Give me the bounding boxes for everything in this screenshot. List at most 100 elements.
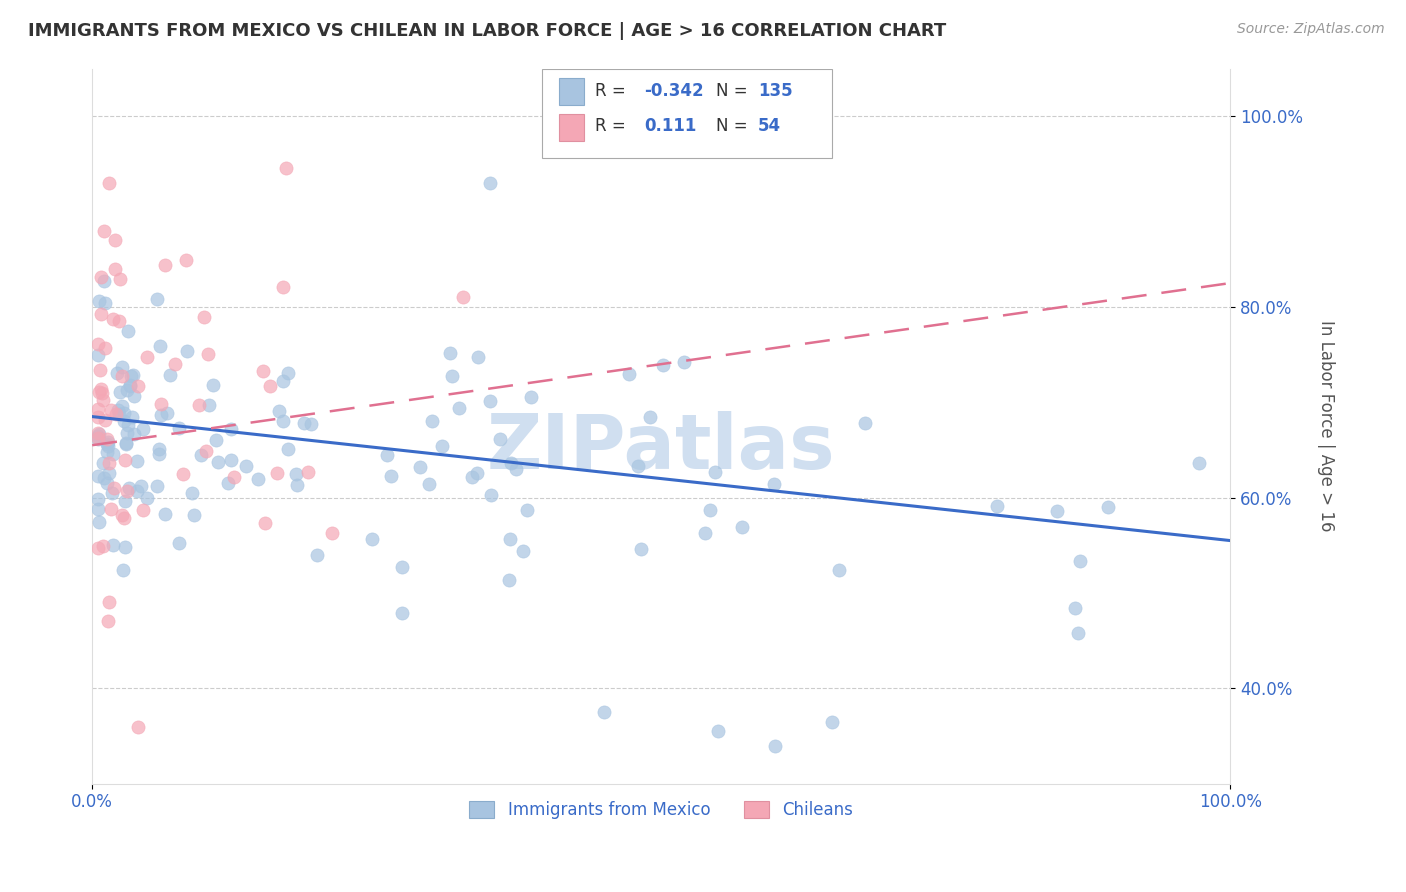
Point <box>986 499 1008 513</box>
Point <box>114 453 136 467</box>
Point <box>380 469 402 483</box>
Point <box>479 488 502 502</box>
Text: 54: 54 <box>758 118 780 136</box>
Point <box>731 519 754 533</box>
Point <box>297 465 319 479</box>
Text: N =: N = <box>716 82 752 100</box>
Point <box>87 541 110 555</box>
Point <box>651 359 673 373</box>
Text: -0.342: -0.342 <box>644 82 704 100</box>
Point <box>100 486 122 500</box>
Point <box>617 367 640 381</box>
Point <box>91 393 114 408</box>
Point <box>149 397 172 411</box>
Point <box>96 437 118 451</box>
Point <box>93 224 115 238</box>
Point <box>125 483 148 498</box>
Point <box>194 444 217 458</box>
Point <box>111 360 134 375</box>
Point <box>156 406 179 420</box>
Text: 135: 135 <box>758 82 793 100</box>
Text: N =: N = <box>716 118 752 136</box>
Point <box>132 422 155 436</box>
Point <box>111 369 134 384</box>
Point <box>115 483 138 498</box>
Text: ZIPatlas: ZIPatlas <box>486 410 835 484</box>
Point <box>136 491 159 505</box>
Point <box>467 351 489 365</box>
Point <box>87 431 110 445</box>
Point <box>87 469 110 483</box>
Point <box>167 536 190 550</box>
Point <box>97 614 120 628</box>
Point <box>127 378 149 392</box>
Point <box>673 355 696 369</box>
Point <box>155 258 177 272</box>
Point <box>107 403 129 417</box>
Point <box>104 261 127 276</box>
Point <box>299 417 322 431</box>
Point <box>98 595 121 609</box>
Point <box>1069 554 1091 568</box>
Point <box>117 417 139 432</box>
Point <box>172 467 194 482</box>
Point <box>512 544 534 558</box>
Legend: Immigrants from Mexico, Chileans: Immigrants from Mexico, Chileans <box>463 794 859 825</box>
Point <box>91 456 114 470</box>
Point <box>93 413 115 427</box>
Point <box>498 574 520 588</box>
Point <box>87 426 110 441</box>
Point <box>432 439 454 453</box>
Point <box>87 401 110 416</box>
Point <box>449 401 471 415</box>
Point <box>269 404 291 418</box>
Point <box>114 436 136 450</box>
Point <box>479 176 502 190</box>
Point <box>1064 600 1087 615</box>
Point <box>222 470 245 484</box>
Point <box>828 563 851 577</box>
Point <box>201 377 224 392</box>
Point <box>117 426 139 441</box>
Point <box>100 501 122 516</box>
Point <box>132 503 155 517</box>
Point <box>1187 456 1209 470</box>
Text: Source: ZipAtlas.com: Source: ZipAtlas.com <box>1237 22 1385 37</box>
Point <box>219 422 242 436</box>
Point <box>96 475 118 490</box>
Point <box>96 432 118 446</box>
Point <box>87 348 110 362</box>
Point <box>127 719 149 733</box>
Point <box>183 508 205 522</box>
Point <box>285 467 308 482</box>
Point <box>148 447 170 461</box>
Point <box>114 494 136 508</box>
Point <box>114 540 136 554</box>
Point <box>90 382 112 396</box>
Point <box>89 363 111 377</box>
Text: IMMIGRANTS FROM MEXICO VS CHILEAN IN LABOR FORCE | AGE > 16 CORRELATION CHART: IMMIGRANTS FROM MEXICO VS CHILEAN IN LAB… <box>28 22 946 40</box>
Point <box>247 472 270 486</box>
Point <box>197 347 219 361</box>
Point <box>505 462 527 476</box>
Point <box>93 274 115 288</box>
Point <box>391 560 413 574</box>
Point <box>90 307 112 321</box>
Point <box>129 479 152 493</box>
Point <box>87 336 110 351</box>
Point <box>98 176 121 190</box>
Point <box>361 533 384 547</box>
Point <box>89 384 111 399</box>
Point <box>96 445 118 459</box>
Point <box>103 446 125 460</box>
Point <box>409 459 432 474</box>
Point <box>292 417 315 431</box>
Point <box>271 374 294 388</box>
Point <box>122 389 145 403</box>
Point <box>104 407 127 421</box>
Point <box>520 390 543 404</box>
Point <box>103 481 125 495</box>
Point <box>115 436 138 450</box>
Point <box>90 269 112 284</box>
Point <box>190 448 212 462</box>
